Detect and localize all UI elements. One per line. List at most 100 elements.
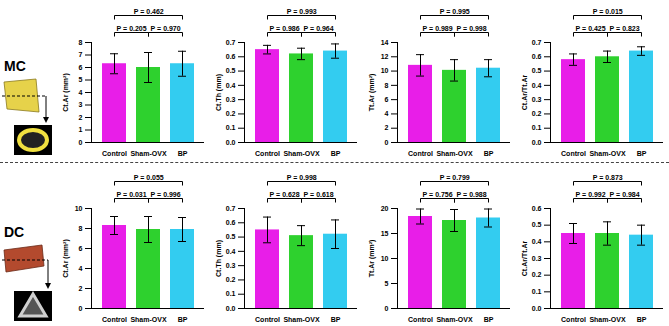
svg-text:8: 8 [79, 39, 83, 46]
svg-text:Tt.Ar (mm²): Tt.Ar (mm²) [368, 240, 376, 278]
svg-text:0.5: 0.5 [532, 67, 542, 74]
svg-text:2: 2 [79, 114, 83, 121]
svg-text:P = 0.055: P = 0.055 [134, 174, 164, 181]
svg-text:0.6: 0.6 [532, 205, 542, 212]
svg-text:5: 5 [79, 76, 83, 83]
svg-text:0.0: 0.0 [532, 139, 542, 146]
svg-text:Control: Control [561, 150, 586, 157]
svg-text:0.0: 0.0 [226, 305, 236, 312]
svg-text:15: 15 [381, 230, 389, 237]
svg-text:0.7: 0.7 [532, 39, 542, 46]
svg-text:Sham-OVX: Sham-OVX [130, 316, 167, 323]
svg-text:0.6: 0.6 [532, 53, 542, 60]
svg-text:0.7: 0.7 [226, 205, 236, 212]
svg-text:P = 0.998: P = 0.998 [457, 25, 487, 32]
svg-text:0: 0 [79, 305, 83, 312]
svg-text:0.6: 0.6 [226, 53, 236, 60]
svg-text:Tt.Ar (mm²): Tt.Ar (mm²) [368, 74, 376, 112]
svg-text:BP: BP [484, 150, 494, 157]
svg-text:10: 10 [381, 255, 389, 262]
svg-text:Control: Control [408, 316, 433, 323]
svg-text:P = 0.986: P = 0.986 [270, 25, 300, 32]
svg-text:0.0: 0.0 [532, 305, 542, 312]
svg-text:0.2: 0.2 [532, 110, 542, 117]
svg-text:4: 4 [79, 89, 83, 96]
svg-text:Ct.Ar (mm²): Ct.Ar (mm²) [62, 239, 70, 278]
svg-text:Ct.Ar (mm²): Ct.Ar (mm²) [62, 73, 70, 112]
svg-text:Control: Control [255, 316, 280, 323]
svg-text:6: 6 [79, 245, 83, 252]
svg-text:0: 0 [79, 139, 83, 146]
svg-text:0.1: 0.1 [532, 124, 542, 131]
svg-text:BP: BP [484, 316, 494, 323]
svg-text:P = 0.998: P = 0.998 [287, 174, 317, 181]
svg-text:P = 0.964: P = 0.964 [304, 25, 334, 32]
svg-text:BP: BP [178, 150, 188, 157]
svg-text:6: 6 [79, 64, 83, 71]
svg-text:0.3: 0.3 [532, 255, 542, 262]
svg-text:4: 4 [385, 110, 389, 117]
svg-text:P = 0.873: P = 0.873 [593, 174, 623, 181]
svg-text:Control: Control [255, 150, 280, 157]
svg-text:0.5: 0.5 [532, 221, 542, 228]
svg-text:0: 0 [385, 139, 389, 146]
svg-text:0.7: 0.7 [226, 39, 236, 46]
svg-text:P = 0.970: P = 0.970 [151, 25, 181, 32]
svg-text:7: 7 [79, 51, 83, 58]
svg-text:Sham-OVX: Sham-OVX [589, 150, 626, 157]
svg-text:Ct.Ar/Tt.Ar: Ct.Ar/Tt.Ar [521, 75, 528, 111]
svg-text:0.1: 0.1 [226, 124, 236, 131]
svg-text:0.1: 0.1 [226, 290, 236, 297]
svg-text:10: 10 [75, 205, 83, 212]
svg-text:P = 0.988: P = 0.988 [457, 191, 487, 198]
svg-text:P = 0.993: P = 0.993 [287, 8, 317, 15]
svg-text:BP: BP [637, 150, 647, 157]
svg-text:P = 0.989: P = 0.989 [423, 25, 453, 32]
svg-text:0.4: 0.4 [226, 82, 236, 89]
svg-text:10: 10 [381, 67, 389, 74]
svg-text:5: 5 [385, 280, 389, 287]
svg-text:0.2: 0.2 [532, 271, 542, 278]
svg-text:0.2: 0.2 [226, 110, 236, 117]
svg-text:P = 0.462: P = 0.462 [134, 8, 164, 15]
svg-text:1: 1 [79, 126, 83, 133]
svg-text:P = 0.992: P = 0.992 [576, 191, 606, 198]
svg-text:Ct.Th (mm): Ct.Th (mm) [215, 240, 223, 277]
svg-text:Control: Control [408, 150, 433, 157]
svg-text:Ct.Ar/Tt.Ar: Ct.Ar/Tt.Ar [521, 241, 528, 277]
svg-text:0.2: 0.2 [226, 276, 236, 283]
svg-text:Control: Control [102, 150, 127, 157]
svg-text:Sham-OVX: Sham-OVX [283, 316, 320, 323]
svg-text:6: 6 [385, 96, 389, 103]
svg-text:0.4: 0.4 [226, 248, 236, 255]
svg-text:2: 2 [79, 285, 83, 292]
svg-text:Sham-OVX: Sham-OVX [589, 316, 626, 323]
svg-text:P = 0.756: P = 0.756 [423, 191, 453, 198]
svg-text:0.4: 0.4 [532, 238, 542, 245]
svg-text:20: 20 [381, 205, 389, 212]
svg-text:P = 0.425: P = 0.425 [576, 25, 606, 32]
svg-text:BP: BP [331, 150, 341, 157]
svg-text:0.4: 0.4 [532, 82, 542, 89]
svg-text:0.3: 0.3 [532, 96, 542, 103]
svg-text:P = 0.628: P = 0.628 [270, 191, 300, 198]
svg-text:P = 0.984: P = 0.984 [610, 191, 640, 198]
svg-text:Sham-OVX: Sham-OVX [436, 316, 473, 323]
svg-text:P = 0.031: P = 0.031 [117, 191, 147, 198]
svg-text:P = 0.015: P = 0.015 [593, 8, 623, 15]
svg-text:Control: Control [102, 316, 127, 323]
svg-text:P = 0.996: P = 0.996 [151, 191, 181, 198]
svg-text:Control: Control [561, 316, 586, 323]
svg-text:0.6: 0.6 [226, 219, 236, 226]
svg-text:0: 0 [385, 305, 389, 312]
svg-text:14: 14 [381, 39, 389, 46]
svg-text:BP: BP [331, 316, 341, 323]
svg-text:12: 12 [381, 53, 389, 60]
svg-text:Ct.Th (mm): Ct.Th (mm) [215, 74, 223, 111]
svg-text:P = 0.205: P = 0.205 [117, 25, 147, 32]
svg-text:8: 8 [385, 82, 389, 89]
svg-text:Sham-OVX: Sham-OVX [130, 150, 167, 157]
svg-text:Sham-OVX: Sham-OVX [283, 150, 320, 157]
svg-text:0.1: 0.1 [532, 288, 542, 295]
svg-text:2: 2 [385, 124, 389, 131]
